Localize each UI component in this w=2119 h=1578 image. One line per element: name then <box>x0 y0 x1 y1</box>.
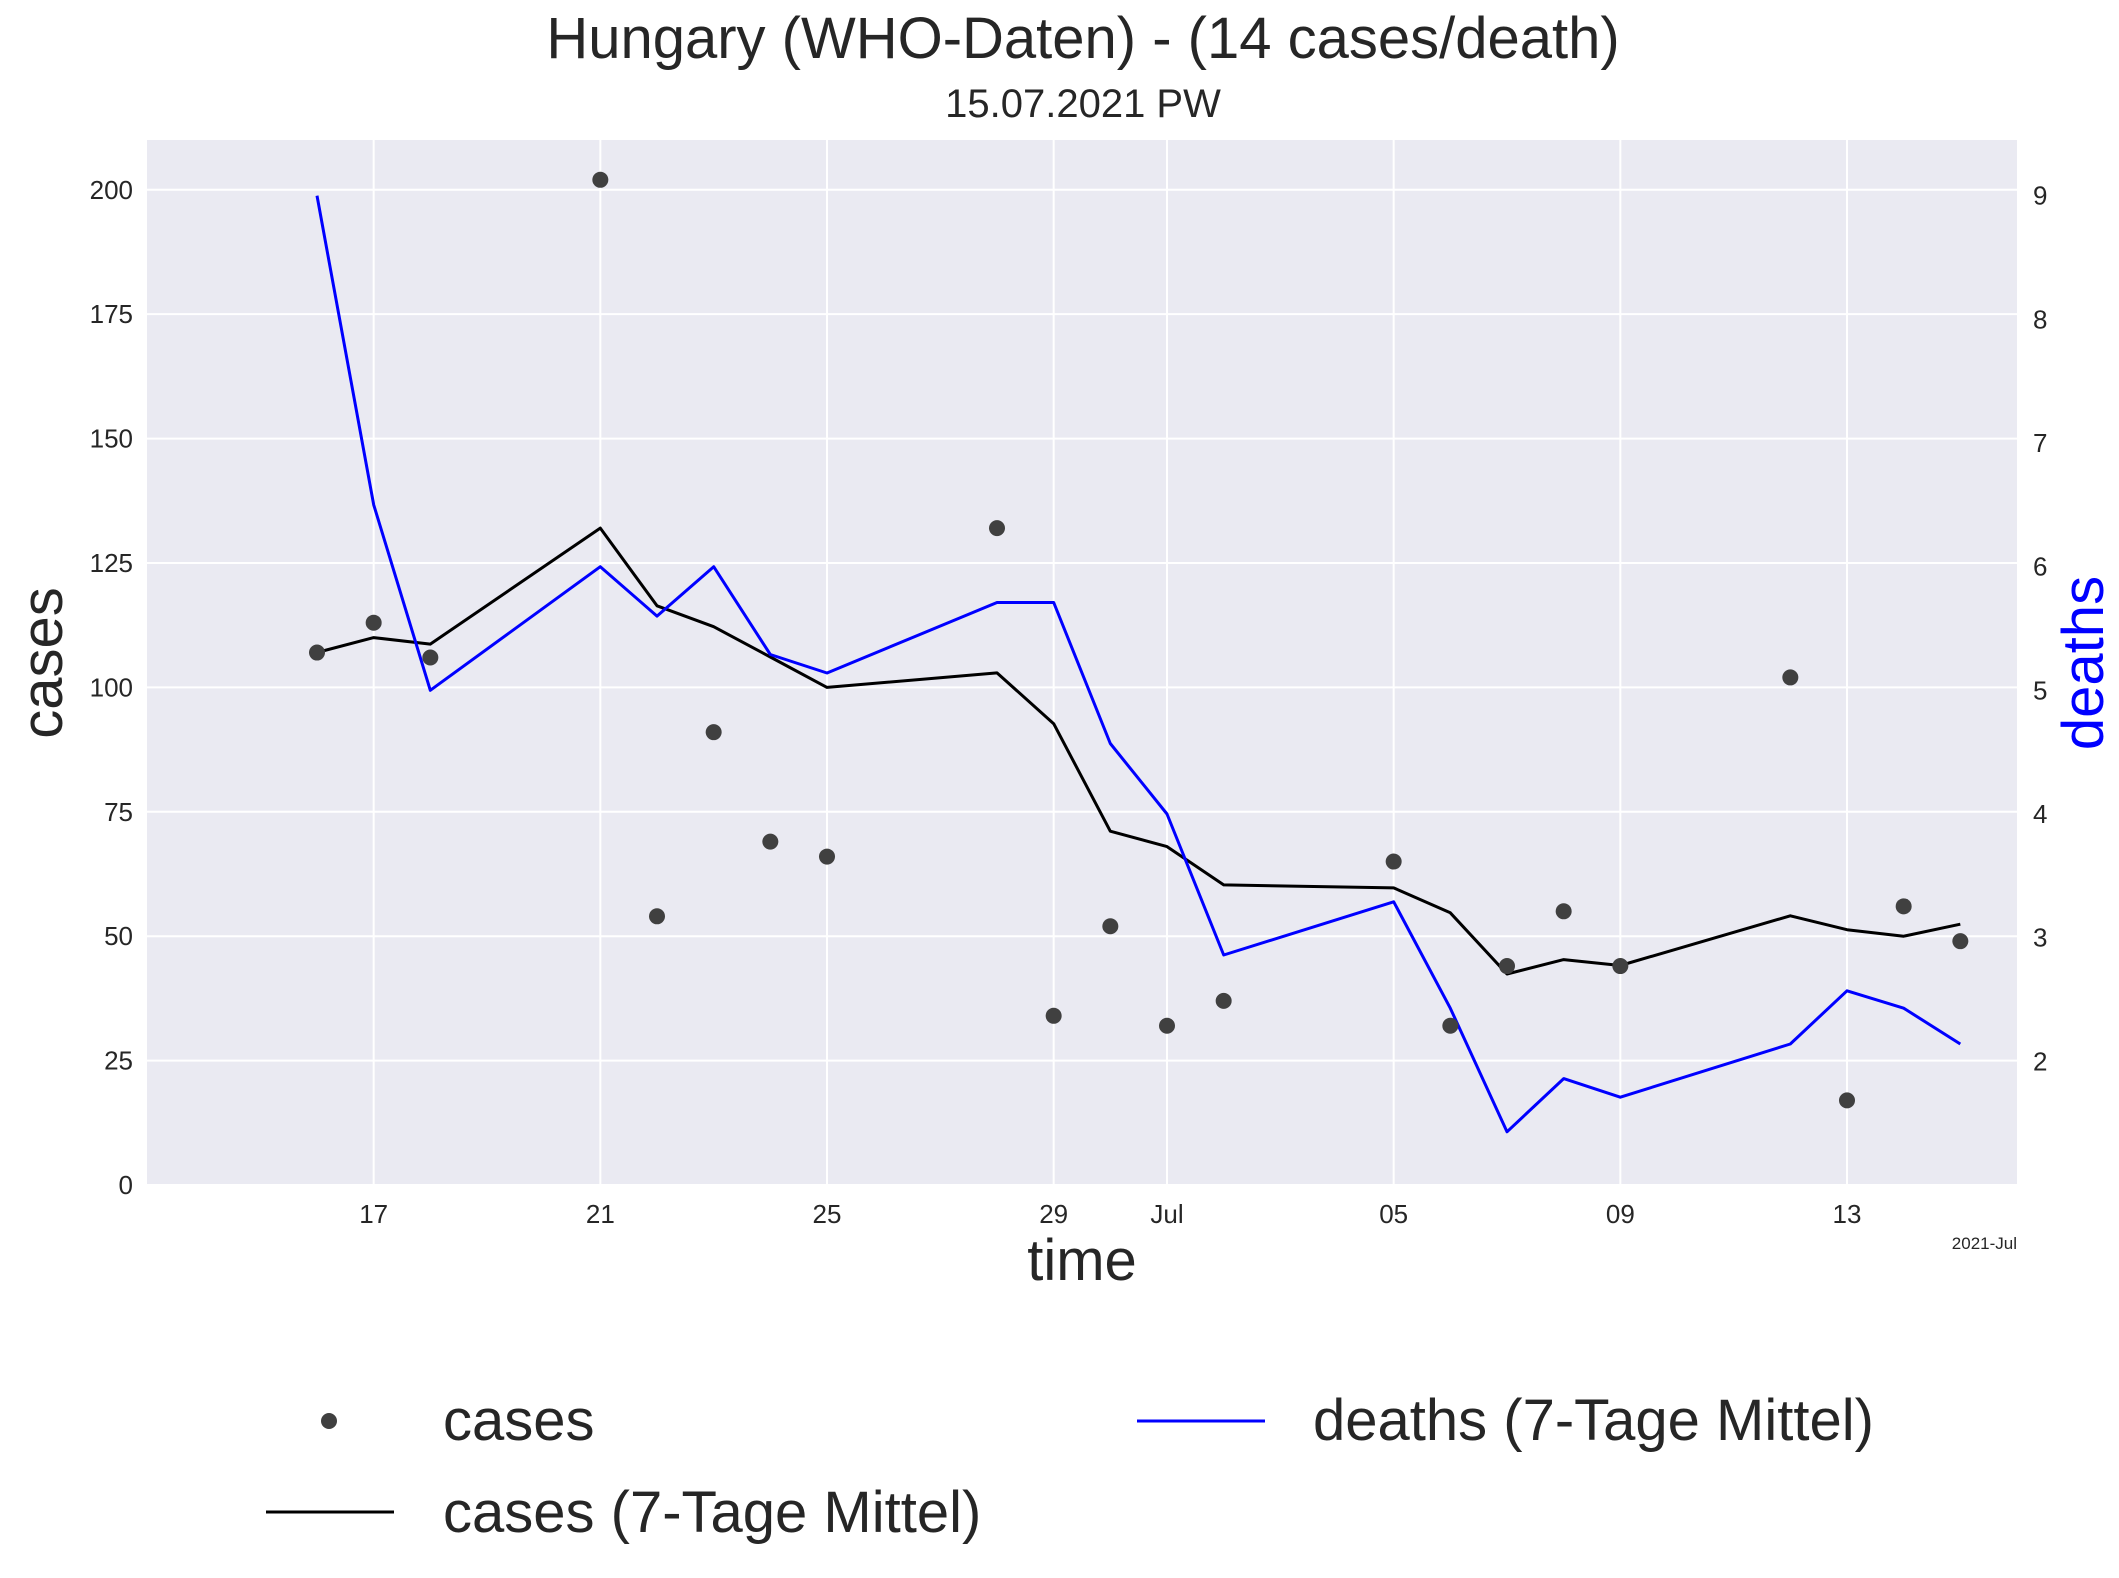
y-tick-label-left: 125 <box>90 548 133 578</box>
cases-point <box>1782 669 1799 686</box>
legend-label-cases: cases <box>443 1388 595 1453</box>
cases-point <box>762 833 779 850</box>
cases-point <box>1385 853 1402 870</box>
cases-point <box>1895 898 1912 915</box>
cases-point <box>649 908 665 925</box>
y-tick-label-right: 5 <box>2033 675 2047 705</box>
cases-point <box>592 171 609 188</box>
left-axis-ticks: 0 25 50 75 100 125 150 175 200 <box>90 175 133 1200</box>
legend: cases cases (7-Tage Mittel) deaths (7-Ta… <box>266 1388 1874 1545</box>
cases-point <box>1215 992 1232 1009</box>
cases-point <box>1442 1017 1459 1034</box>
y-tick-label-right: 3 <box>2033 923 2047 953</box>
x-tick-label: 05 <box>1379 1199 1408 1229</box>
right-axis-ticks: 2 3 4 5 6 7 8 9 <box>2033 181 2047 1077</box>
y-tick-label-right: 2 <box>2033 1046 2047 1076</box>
cases-7day-avg-line <box>316 526 1961 976</box>
y-axis-label-right: deaths <box>2051 576 2116 750</box>
cases-point <box>989 520 1005 537</box>
y-tick-label-left: 75 <box>104 797 133 827</box>
legend-marker-cases <box>321 1413 337 1429</box>
y-tick-label-left: 25 <box>104 1046 133 1076</box>
legend-label-deaths-avg: deaths (7-Tage Mittel) <box>1313 1388 1874 1453</box>
y-tick-label-right: 6 <box>2033 552 2047 582</box>
cases-point <box>309 644 325 661</box>
chart-subtitle: 15.07.2021 PW <box>945 82 1221 126</box>
cases-point <box>819 848 835 865</box>
y-tick-label-right: 8 <box>2033 304 2047 334</box>
cases-point <box>1952 933 1969 950</box>
y-tick-label-right: 7 <box>2033 428 2047 458</box>
y-tick-label-right: 9 <box>2033 181 2047 211</box>
y-tick-label-right: 4 <box>2033 799 2047 829</box>
series-layer <box>309 171 1969 1134</box>
legend-label-cases-avg: cases (7-Tage Mittel) <box>443 1480 981 1545</box>
x-offset-label: 2021-Jul <box>1952 1234 2017 1253</box>
x-tick-label: 09 <box>1606 1199 1635 1229</box>
cases-point <box>1159 1017 1175 1034</box>
y-tick-label-left: 100 <box>90 672 133 702</box>
x-tick-label: 13 <box>1833 1199 1862 1229</box>
x-tick-label: 29 <box>1039 1199 1068 1229</box>
cases-point <box>1045 1007 1062 1024</box>
y-tick-label-left: 175 <box>90 299 133 329</box>
horizontal-gridlines <box>147 188 2017 1186</box>
y-tick-label-left: 0 <box>119 1170 133 1200</box>
x-axis-label: time <box>1027 1228 1137 1293</box>
y-tick-label-left: 150 <box>90 424 133 454</box>
y-axis-label-left: cases <box>10 587 75 739</box>
x-tick-label: 25 <box>813 1199 842 1229</box>
y-tick-label-left: 200 <box>90 175 133 205</box>
deaths-7day-avg-line <box>315 195 1962 1134</box>
chart-title: Hungary (WHO-Daten) - (14 cases/death) <box>546 6 1619 71</box>
cases-point <box>1612 958 1629 975</box>
cases-point <box>1555 903 1572 920</box>
cases-point <box>1499 958 1515 975</box>
cases-point <box>422 649 439 666</box>
x-tick-label: Jul <box>1150 1199 1183 1229</box>
cases-point <box>1839 1092 1855 1109</box>
cases-point <box>705 724 722 741</box>
y-tick-label-left: 50 <box>104 921 133 951</box>
cases-point <box>1102 918 1119 935</box>
x-axis-ticks: 17 21 25 29 Jul 05 09 13 <box>359 1199 1861 1229</box>
cases-point <box>365 614 382 631</box>
x-tick-label: 17 <box>359 1199 388 1229</box>
x-tick-label: 21 <box>586 1199 615 1229</box>
